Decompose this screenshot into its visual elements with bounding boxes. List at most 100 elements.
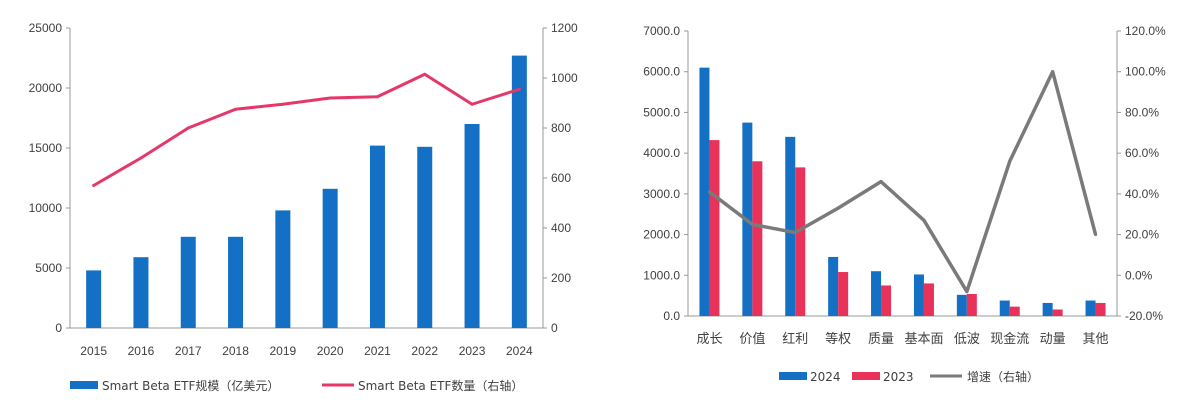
x-category-label: 动量	[1040, 332, 1066, 347]
bar-2024	[699, 67, 710, 317]
left-tick-label: 2000.0	[643, 228, 680, 242]
bar-etf-size	[275, 210, 291, 328]
left-tick-label: 25000	[29, 21, 63, 35]
bar-etf-size	[464, 124, 480, 328]
bar-2023	[795, 167, 806, 316]
chart-factor-size-growth: 0.0 1000.0 2000.0 3000.0 4000.0 5000.0 6000.0 7…	[643, 24, 1166, 384]
line-growth	[708, 69, 1098, 294]
bar-etf-size	[417, 146, 433, 328]
x-category-label: 等权	[825, 331, 851, 347]
left-tick-label: 5000	[35, 261, 62, 275]
bar-2023	[1009, 306, 1020, 316]
right-tick-label: 400	[551, 221, 571, 235]
x-category-label: 质量	[868, 332, 894, 347]
left-tick-label: 0.0	[663, 309, 680, 323]
legend-label-growth: 增速（右轴）	[967, 369, 1039, 384]
legend-label-2023: 2023	[883, 370, 914, 384]
line-point-growth	[836, 206, 840, 210]
line-etf-count	[92, 72, 520, 187]
line-point-growth	[793, 231, 797, 235]
x-category-label: 其他	[1083, 332, 1109, 347]
x-tick-label: 2021	[364, 344, 391, 358]
x-category-label: 红利	[782, 331, 808, 347]
bar-2024	[1085, 300, 1096, 316]
line-point-etf-count	[92, 184, 96, 187]
x-tick-label: 2016	[128, 344, 155, 358]
line-point-etf-count	[281, 102, 285, 106]
bar-etf-size	[133, 257, 149, 328]
line-point-etf-count	[186, 126, 190, 130]
legend-label-etf-size: Smart Beta ETF规模（亿美元）	[102, 378, 279, 393]
x-category-label: 成长	[696, 332, 722, 347]
right-tick-label: 0.0%	[1125, 268, 1153, 282]
left-tick-label: 0	[55, 321, 62, 335]
bar-2024	[871, 271, 882, 316]
legend-label-etf-count: Smart Beta ETF数量（右轴）	[358, 378, 523, 393]
line-point-etf-count	[234, 107, 238, 111]
bar-etf-size	[180, 236, 196, 328]
right-tick-label: 800	[551, 121, 571, 135]
line-point-growth	[1051, 70, 1055, 74]
right-tick-label: 80.0%	[1125, 105, 1159, 119]
bar-2023	[923, 283, 934, 316]
line-point-etf-count	[139, 156, 143, 160]
x-category-label: 现金流	[990, 331, 1029, 347]
left-tick-label: 5000.0	[643, 105, 680, 119]
line-point-etf-count	[470, 102, 474, 106]
bar-2024	[913, 274, 924, 316]
right-tick-label: -20.0%	[1125, 309, 1163, 323]
bar-2023	[1052, 309, 1063, 316]
bar-2023	[752, 161, 763, 316]
left-tick-label: 1000.0	[643, 268, 680, 282]
bar-2024	[956, 294, 967, 316]
line-point-etf-count	[517, 87, 521, 91]
x-tick-label: 2024	[506, 344, 533, 358]
right-tick-label: 1000	[551, 71, 578, 85]
line-point-etf-count	[375, 95, 379, 99]
bar-2023	[966, 294, 977, 316]
line-point-growth	[750, 222, 754, 226]
bar-etf-size	[511, 55, 527, 328]
right-tick-label: 120.0%	[1125, 24, 1166, 38]
right-tick-label: 100.0%	[1125, 65, 1166, 79]
line-point-etf-count	[328, 96, 332, 100]
x-tick-label: 2020	[317, 344, 344, 358]
legend-swatch-etf-size	[70, 381, 98, 389]
bar-2024	[1042, 302, 1053, 316]
right-tick-label: 1200	[551, 21, 578, 35]
bar-etf-size	[86, 270, 102, 328]
right-tick-label: 20.0%	[1125, 228, 1159, 242]
legend-label-2024: 2024	[810, 370, 841, 384]
x-tick-label: 2018	[222, 344, 249, 358]
right-tick-label: 40.0%	[1125, 187, 1159, 201]
chart-etf-size-count: 0 5000 10000 15000 20000 25000 0 200 400 600 800 10…	[29, 21, 578, 393]
legend-swatch-2023	[852, 372, 880, 380]
left-tick-label: 15000	[29, 141, 63, 155]
left-tick-label: 7000.0	[643, 24, 680, 38]
legend-swatch-2024	[779, 372, 807, 380]
line-point-growth	[922, 218, 926, 222]
bar-etf-size	[322, 188, 338, 328]
left-tick-label: 4000.0	[643, 146, 680, 160]
bar-etf-size	[228, 236, 244, 328]
bar-2024	[785, 136, 796, 316]
right-tick-label: 60.0%	[1125, 146, 1159, 160]
bar-etf-size	[369, 145, 385, 328]
left-tick-label: 6000.0	[643, 65, 680, 79]
right-tick-label: 600	[551, 171, 571, 185]
line-point-etf-count	[423, 72, 427, 76]
line-point-growth	[1008, 159, 1012, 163]
bar-2023	[881, 285, 892, 316]
x-category-label: 价值	[739, 331, 765, 347]
right-tick-label: 0	[551, 321, 558, 335]
left-tick-label: 10000	[29, 201, 63, 215]
bar-2024	[999, 300, 1010, 316]
line-point-growth	[965, 290, 969, 294]
bar-2023	[709, 140, 720, 316]
bar-2023	[1095, 302, 1106, 316]
left-tick-label: 3000.0	[643, 187, 680, 201]
bar-2023	[838, 272, 849, 316]
line-point-growth	[879, 180, 883, 184]
x-category-label: 基本面	[904, 332, 943, 347]
